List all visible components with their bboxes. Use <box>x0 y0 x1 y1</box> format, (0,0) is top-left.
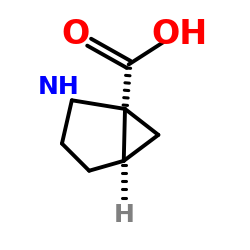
Text: O: O <box>62 18 90 51</box>
Text: H: H <box>113 203 134 227</box>
Text: NH: NH <box>37 75 79 99</box>
Text: OH: OH <box>151 18 208 51</box>
